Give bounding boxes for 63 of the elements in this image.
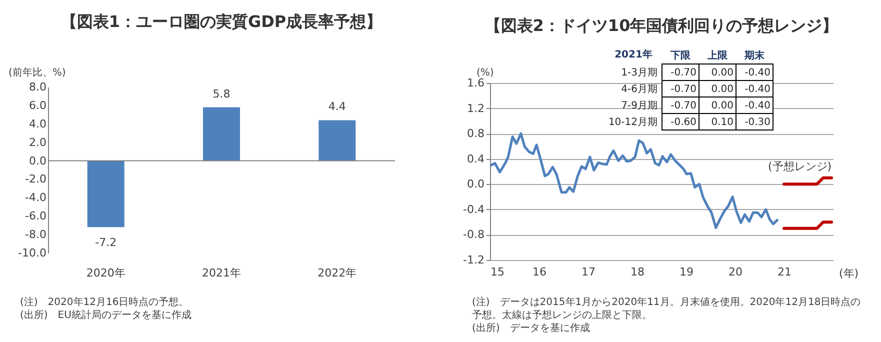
x-tick-label: 20 [728,266,742,278]
data-label: -0.40 [744,100,770,112]
x-tick-label: 上限 [706,50,728,62]
y-tick-label: 4.0 [29,117,46,130]
data-label: 4.4 [328,100,346,114]
bar [318,120,356,161]
y-tick-label: 8.0 [29,80,46,94]
y-tick-label: 0.4 [467,152,484,166]
x-tick-label: 17 [582,266,596,278]
data-label: -0.60 [670,116,696,128]
data-label: -0.40 [744,84,770,95]
data-label: -0.70 [670,67,696,78]
y-tick-label: -1.2 [463,254,484,266]
y-tick-label: -4.0 [25,191,46,204]
series-label: (予想レンジ) [768,160,832,174]
data-label: -0.40 [744,67,770,78]
x-tick-label: 16 [532,266,546,278]
y-tick-label: 1-3月期 [621,66,658,78]
y-axis-title: (%) [476,68,494,78]
x-tick-label: 19 [680,266,694,278]
text: (注) 2020年12月16日時点の予想。 [20,296,190,309]
x-tick-label: 15 [490,266,504,278]
data-label: 0.10 [711,116,734,128]
x-axis-title: (年) [839,267,859,280]
y-tick-label: 0.0 [29,154,46,168]
data-label: 0.00 [711,67,734,78]
data-label: -0.70 [670,100,696,112]
bar [87,160,124,228]
y-tick-label: 1.6 [467,76,484,90]
y-tick-label: 1.2 [467,102,484,115]
y-tick-label: 7-9月期 [621,99,658,112]
text: (出所) EU統計局のデータを基に作成 [20,309,192,322]
y-tick-label: 6.0 [29,98,46,112]
chart-title: 【図表2：ドイツ10年国債利回りの予想レンジ】 [484,16,838,35]
x-tick-label: 21 [778,266,792,278]
y-tick-label: 0.0 [467,178,484,191]
data-label: -7.2 [95,236,117,250]
x-tick-label: 2022年 [318,266,357,280]
x-tick-label: 2021年 [202,266,241,280]
y-tick-label: 4-6月期 [621,82,658,95]
y-tick-label: -0.4 [463,202,484,216]
y-tick-label: -10.0 [18,246,46,260]
y-tick-label: -6.0 [25,210,46,223]
x-tick-label: 18 [630,266,644,278]
text: (注) データは2015年1月から2020年11月。月末値を使用。2020年12月18日時点の予想。太線は予想レンジの上限と下限。 [472,296,862,322]
y-tick-label: 0.8 [467,127,484,140]
x-tick-label: 期末 [744,50,766,62]
y-tick-label: -0.8 [463,228,484,242]
y-tick-label: -2.0 [25,172,46,186]
y-tick-label: 10-12月期 [608,116,658,128]
y-tick-label: -8.0 [25,228,46,242]
data-label: -0.70 [670,84,696,95]
data-label: -0.30 [744,116,770,128]
data-label: 0.00 [711,84,734,95]
bar [202,107,240,161]
text: (出所) データを基に作成 [472,322,591,335]
data-label: 5.8 [212,87,230,100]
y-tick-label: 2.0 [29,136,46,149]
chart-title: 【図表1：ユーロ圏の実質GDP成長率予想】 [60,12,382,31]
y-axis-title: (前年比、%) [8,66,66,78]
x-tick-label: 下限 [670,50,692,62]
data-label: 0.00 [711,100,734,112]
x-tick-label: 2020年 [86,266,126,280]
